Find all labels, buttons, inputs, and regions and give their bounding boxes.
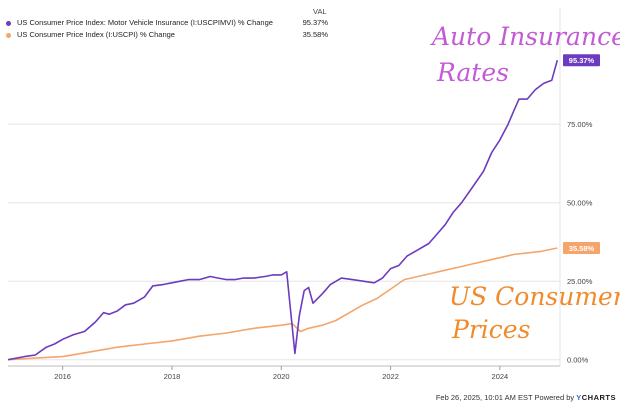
ycharts-logo[interactable]: YCHARTS — [576, 393, 616, 402]
x-tick-label: 2022 — [382, 372, 399, 381]
legend-dot-icon — [6, 32, 11, 38]
end-value-label: 35.58% — [569, 244, 595, 253]
y-tick-label: 50.00% — [567, 199, 593, 208]
ycharts-logo-y: Y — [576, 393, 582, 402]
legend-label: US Consumer Price Index (I:USCPI) % Chan… — [17, 30, 175, 40]
x-tick-label: 2018 — [164, 372, 181, 381]
footer-timestamp: Feb 26, 2025, 10:01 AM EST — [435, 393, 533, 402]
annotation-us-consumer: US Consumer — [449, 282, 620, 311]
y-tick-label: 25.00% — [567, 277, 593, 286]
legend-label: US Consumer Price Index: Motor Vehicle I… — [17, 18, 273, 28]
x-tick-label: 2020 — [273, 372, 290, 381]
legend-value: 35.58% — [302, 30, 328, 39]
annotation-auto-insurance: Auto Insurance — [432, 22, 620, 51]
legend-item-auto-insurance[interactable]: US Consumer Price Index: Motor Vehicle I… — [6, 17, 328, 29]
annotation-prices: Prices — [452, 315, 531, 344]
annotation-rates: Rates — [437, 58, 509, 87]
y-tick-label: 75.00% — [567, 120, 593, 129]
chart-footer: Feb 26, 2025, 10:01 AM EST Powered by YC… — [436, 393, 616, 402]
legend-value: 95.37% — [302, 18, 328, 27]
end-value-badge — [563, 241, 600, 254]
ycharts-logo-text: CHARTS — [581, 393, 616, 402]
y-tick-label: 0.00% — [567, 356, 589, 365]
legend-item-cpi[interactable]: US Consumer Price Index (I:USCPI) % Chan… — [6, 29, 328, 41]
footer-powered-by: Powered by — [534, 393, 575, 402]
end-value-badge — [563, 54, 600, 67]
x-tick-label: 2016 — [54, 372, 71, 381]
series-line-0 — [7, 59, 559, 361]
series-line-1 — [7, 247, 558, 361]
legend-header: VAL — [313, 7, 327, 16]
x-tick-label: 2024 — [492, 372, 509, 381]
legend-dot-icon — [6, 20, 11, 26]
end-value-label: 95.37% — [569, 56, 595, 65]
